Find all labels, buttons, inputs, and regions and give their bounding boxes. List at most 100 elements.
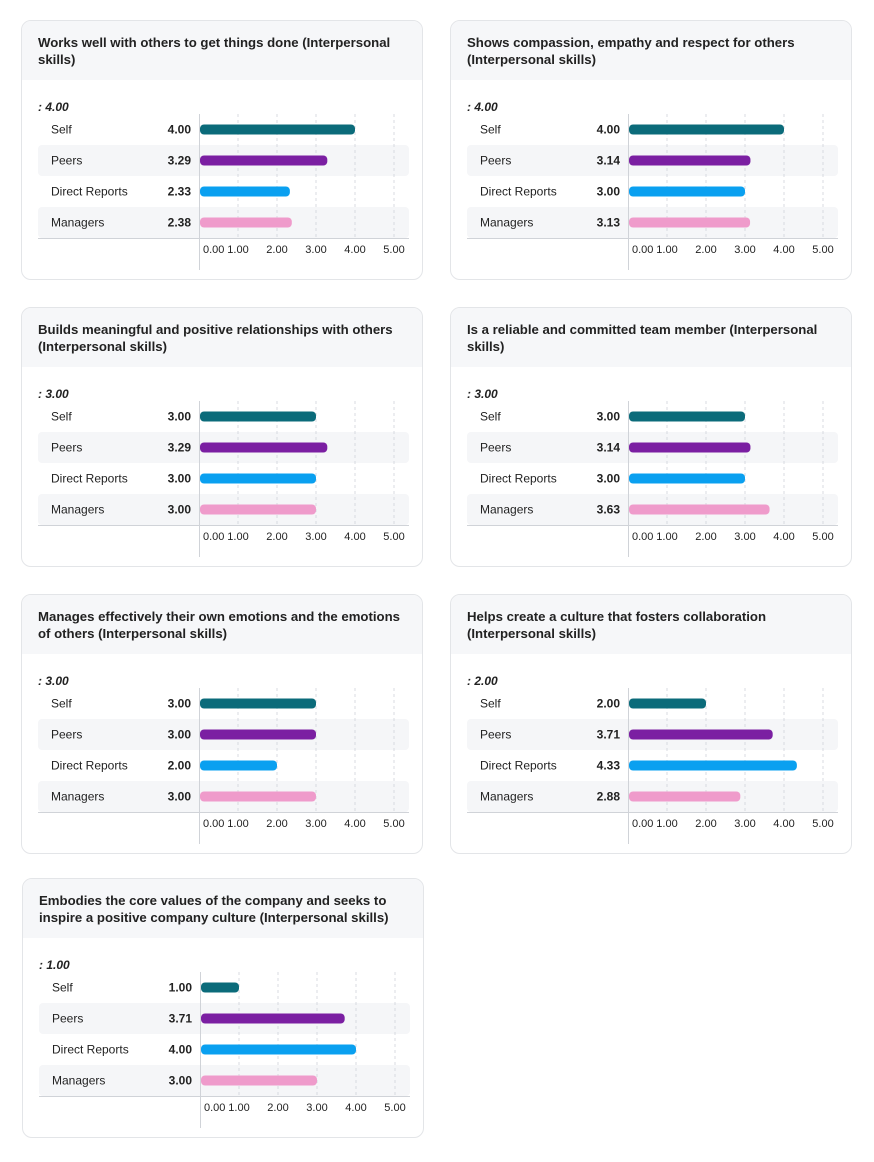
value-label: 2.88 bbox=[597, 790, 621, 804]
category-label: Self bbox=[480, 697, 501, 711]
value-label: 3.00 bbox=[597, 185, 621, 199]
x-tick-label: 3.00 bbox=[305, 244, 326, 256]
category-label: Direct Reports bbox=[51, 185, 128, 199]
bar-direct-reports[interactable] bbox=[201, 1044, 356, 1055]
x-tick-label: 0.00 bbox=[632, 818, 653, 830]
x-tick-label: 5.00 bbox=[383, 531, 404, 543]
category-label: Self bbox=[52, 981, 73, 995]
x-tick-label: 5.00 bbox=[383, 818, 404, 830]
x-tick-label: 3.00 bbox=[305, 818, 326, 830]
category-label: Self bbox=[51, 410, 72, 424]
card-title: Is a reliable and committed team member … bbox=[451, 308, 851, 367]
x-tick-label: 3.00 bbox=[734, 818, 755, 830]
value-label: 3.00 bbox=[597, 472, 621, 486]
x-tick-label: 4.00 bbox=[773, 244, 794, 256]
bar-managers[interactable] bbox=[201, 1075, 317, 1086]
bar-chart-svg: Self 4.00 Peers 3.14 Direct Reports 3.00 Manag… bbox=[467, 114, 838, 270]
x-tick-label: 4.00 bbox=[345, 1102, 366, 1114]
x-tick-label: 0.00 bbox=[203, 818, 224, 830]
x-tick-label: 2.00 bbox=[266, 818, 287, 830]
bar-self[interactable] bbox=[201, 982, 239, 993]
value-label: 3.00 bbox=[168, 472, 192, 486]
bar-peers[interactable] bbox=[629, 729, 773, 740]
bar-peers[interactable] bbox=[629, 155, 751, 166]
bar-managers[interactable] bbox=[200, 504, 316, 515]
value-label: 1.00 bbox=[169, 981, 193, 995]
bar-peers[interactable] bbox=[200, 155, 328, 166]
value-label: 3.00 bbox=[168, 790, 192, 804]
value-label: 3.00 bbox=[168, 410, 192, 424]
category-label: Peers bbox=[51, 154, 82, 168]
competency-card: Manages effectively their own emotions a… bbox=[21, 594, 423, 854]
card-title: Works well with others to get things don… bbox=[22, 21, 422, 80]
bar-peers[interactable] bbox=[629, 442, 751, 453]
value-label: 2.33 bbox=[168, 185, 192, 199]
value-label: 2.38 bbox=[168, 216, 192, 230]
x-tick-label: 1.00 bbox=[227, 244, 248, 256]
bar-chart-svg: Self 1.00 Peers 3.71 Direct Reports 4.00 Manag… bbox=[39, 972, 410, 1128]
x-tick-label: 1.00 bbox=[656, 531, 677, 543]
x-tick-label: 0.00 bbox=[632, 244, 653, 256]
average-score: : 3.00 bbox=[38, 674, 69, 688]
bar-self[interactable] bbox=[200, 698, 316, 709]
bar-managers[interactable] bbox=[200, 791, 316, 802]
value-label: 4.33 bbox=[597, 759, 621, 773]
average-score: : 1.00 bbox=[39, 958, 70, 972]
competency-card: Embodies the core values of the company … bbox=[22, 878, 424, 1138]
x-tick-label: 3.00 bbox=[734, 244, 755, 256]
bar-chart-svg: Self 2.00 Peers 3.71 Direct Reports 4.33 Manag… bbox=[467, 688, 838, 844]
bar-direct-reports[interactable] bbox=[629, 186, 745, 197]
bar-direct-reports[interactable] bbox=[629, 473, 745, 484]
bar-self[interactable] bbox=[629, 698, 706, 709]
bar-managers[interactable] bbox=[629, 504, 770, 515]
category-label: Managers bbox=[51, 216, 104, 230]
bar-self[interactable] bbox=[629, 411, 745, 422]
category-label: Managers bbox=[480, 216, 533, 230]
average-score: : 4.00 bbox=[467, 100, 498, 114]
category-label: Peers bbox=[480, 728, 511, 742]
bar-chart-svg: Self 3.00 Peers 3.14 Direct Reports 3.00 Manag… bbox=[467, 401, 838, 557]
bar-managers[interactable] bbox=[629, 217, 751, 228]
bar-chart-svg: Self 3.00 Peers 3.00 Direct Reports 2.00 Manag… bbox=[38, 688, 409, 844]
bar-direct-reports[interactable] bbox=[200, 760, 277, 771]
category-label: Self bbox=[51, 123, 72, 137]
x-tick-label: 4.00 bbox=[773, 531, 794, 543]
bar-direct-reports[interactable] bbox=[200, 186, 290, 197]
average-score: : 2.00 bbox=[467, 674, 498, 688]
bar-peers[interactable] bbox=[200, 729, 316, 740]
bar-direct-reports[interactable] bbox=[629, 760, 797, 771]
x-tick-label: 1.00 bbox=[227, 531, 248, 543]
x-tick-label: 3.00 bbox=[305, 531, 326, 543]
average-score: : 4.00 bbox=[38, 100, 69, 114]
value-label: 4.00 bbox=[597, 123, 621, 137]
bar-self[interactable] bbox=[629, 124, 784, 135]
bar-self[interactable] bbox=[200, 411, 316, 422]
category-label: Direct Reports bbox=[480, 759, 557, 773]
category-label: Direct Reports bbox=[480, 185, 557, 199]
bar-managers[interactable] bbox=[200, 217, 292, 228]
category-label: Managers bbox=[480, 503, 533, 517]
bar-peers[interactable] bbox=[200, 442, 328, 453]
bar-chart: Self 3.00 Peers 3.00 Direct Reports 2.00 Manag… bbox=[38, 688, 410, 848]
value-label: 3.13 bbox=[597, 216, 621, 230]
value-label: 2.00 bbox=[168, 759, 192, 773]
value-label: 3.14 bbox=[597, 441, 621, 455]
category-label: Self bbox=[480, 123, 501, 137]
x-tick-label: 1.00 bbox=[228, 1102, 249, 1114]
bar-managers[interactable] bbox=[629, 791, 741, 802]
bar-chart-svg: Self 4.00 Peers 3.29 Direct Reports 2.33 Manag… bbox=[38, 114, 409, 270]
value-label: 3.00 bbox=[169, 1074, 193, 1088]
card-title: Manages effectively their own emotions a… bbox=[22, 595, 422, 654]
x-tick-label: 1.00 bbox=[656, 244, 677, 256]
bar-direct-reports[interactable] bbox=[200, 473, 316, 484]
card-title: Helps create a culture that fosters coll… bbox=[451, 595, 851, 654]
bar-peers[interactable] bbox=[201, 1013, 345, 1024]
value-label: 4.00 bbox=[169, 1043, 193, 1057]
x-tick-label: 4.00 bbox=[344, 244, 365, 256]
x-tick-label: 5.00 bbox=[383, 244, 404, 256]
bar-self[interactable] bbox=[200, 124, 355, 135]
value-label: 4.00 bbox=[168, 123, 192, 137]
value-label: 3.71 bbox=[169, 1012, 193, 1026]
bar-chart: Self 2.00 Peers 3.71 Direct Reports 4.33 Manag… bbox=[467, 688, 839, 848]
value-label: 3.00 bbox=[168, 697, 192, 711]
